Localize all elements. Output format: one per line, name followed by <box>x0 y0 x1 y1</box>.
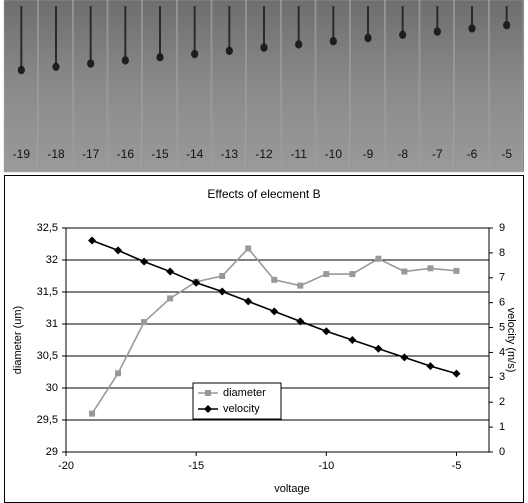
marker <box>271 276 278 283</box>
y-tick-label: 29,5 <box>37 414 58 426</box>
marker <box>375 255 382 262</box>
marker <box>166 267 175 276</box>
droplet <box>364 33 372 43</box>
legend-marker <box>204 405 212 413</box>
marker <box>427 265 434 272</box>
y-tick-label: 29 <box>46 446 58 458</box>
y-tick-label: 32,5 <box>37 222 58 234</box>
marker <box>140 257 149 266</box>
y-tick-label: 32 <box>46 254 58 266</box>
y2-tick-label: 4 <box>499 346 505 358</box>
legend-box <box>192 382 282 420</box>
y2-tick-label: 2 <box>499 396 505 408</box>
marker <box>89 410 96 417</box>
x-tick-label: -15 <box>188 460 204 472</box>
photo-label: -11 <box>290 147 307 161</box>
x-tick-label: -10 <box>318 460 334 472</box>
droplet <box>260 43 268 52</box>
marker <box>167 295 174 302</box>
photo-panel <box>281 0 316 173</box>
y2-tick-label: 0 <box>499 446 505 458</box>
photo-label: -18 <box>47 147 65 161</box>
photo-label: -13 <box>221 147 239 161</box>
marker <box>349 271 356 278</box>
marker <box>296 317 305 326</box>
droplet <box>121 56 129 65</box>
x-tick-label: -5 <box>452 460 462 472</box>
droplet <box>225 46 233 55</box>
photo-label: -5 <box>501 147 512 161</box>
marker <box>115 370 122 377</box>
marker <box>348 336 357 344</box>
droplet <box>52 62 60 71</box>
marker <box>192 278 201 287</box>
photo-label: -16 <box>117 147 135 161</box>
legend-label: diameter <box>223 387 266 399</box>
marker <box>270 307 279 316</box>
photo-label: -8 <box>397 147 408 161</box>
photo-label: -9 <box>363 147 374 161</box>
marker <box>218 287 227 296</box>
y2-tick-label: 9 <box>499 222 505 234</box>
y-axis-label: diameter (um) <box>12 306 24 374</box>
marker <box>245 245 252 252</box>
photo-label: -15 <box>151 147 169 161</box>
droplet <box>329 37 337 46</box>
marker <box>323 271 330 278</box>
droplet <box>156 53 164 62</box>
marker <box>401 268 408 275</box>
y2-tick-label: 7 <box>499 272 505 284</box>
marker <box>244 297 253 306</box>
photo-label: -12 <box>255 147 273 161</box>
marker <box>141 319 148 326</box>
y2-tick-label: 3 <box>499 371 505 383</box>
legend-marker <box>205 390 211 396</box>
y2-tick-label: 8 <box>499 247 505 259</box>
y2-tick-label: 5 <box>499 321 505 333</box>
photo-label: -6 <box>467 147 478 161</box>
y2-axis-label: velocity (m/s) <box>505 308 517 373</box>
y-tick-label: 31,5 <box>37 286 58 298</box>
droplet <box>191 49 199 59</box>
y2-tick-label: 6 <box>499 297 505 309</box>
droplet <box>468 24 476 33</box>
x-axis-label: voltage <box>274 483 309 495</box>
chart-title: Effects of elecment B <box>207 187 320 201</box>
marker <box>322 327 331 336</box>
photo-panel <box>211 0 246 173</box>
marker <box>219 273 226 279</box>
x-tick-label: -20 <box>58 460 74 472</box>
y-tick-label: 31 <box>46 318 58 330</box>
marker <box>452 369 461 378</box>
marker <box>297 282 304 289</box>
droplet <box>503 21 511 30</box>
y2-tick-label: 1 <box>499 421 505 433</box>
marker <box>114 246 123 255</box>
photo-label: -7 <box>432 147 443 161</box>
droplet <box>87 59 95 68</box>
marker <box>426 362 435 371</box>
marker <box>88 236 97 245</box>
marker <box>374 344 383 353</box>
photo-label: -14 <box>186 147 204 161</box>
y-tick-label: 30 <box>46 382 58 394</box>
y-tick-label: 30,5 <box>37 350 58 362</box>
droplet <box>399 30 407 39</box>
legend-label: velocity <box>223 403 260 415</box>
photo-label: -10 <box>325 147 343 161</box>
droplet <box>433 27 441 36</box>
marker <box>453 267 460 274</box>
droplet <box>17 65 25 75</box>
photo-label: -19 <box>13 147 31 161</box>
photo-label: -17 <box>82 147 100 161</box>
marker <box>400 353 409 362</box>
droplet <box>295 40 303 49</box>
